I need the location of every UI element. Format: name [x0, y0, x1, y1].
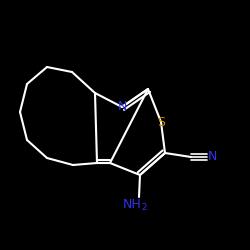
- Text: S: S: [157, 116, 165, 128]
- Text: N: N: [117, 100, 127, 114]
- Text: N: N: [207, 150, 217, 164]
- Text: NH: NH: [122, 198, 142, 211]
- Text: 2: 2: [142, 202, 146, 211]
